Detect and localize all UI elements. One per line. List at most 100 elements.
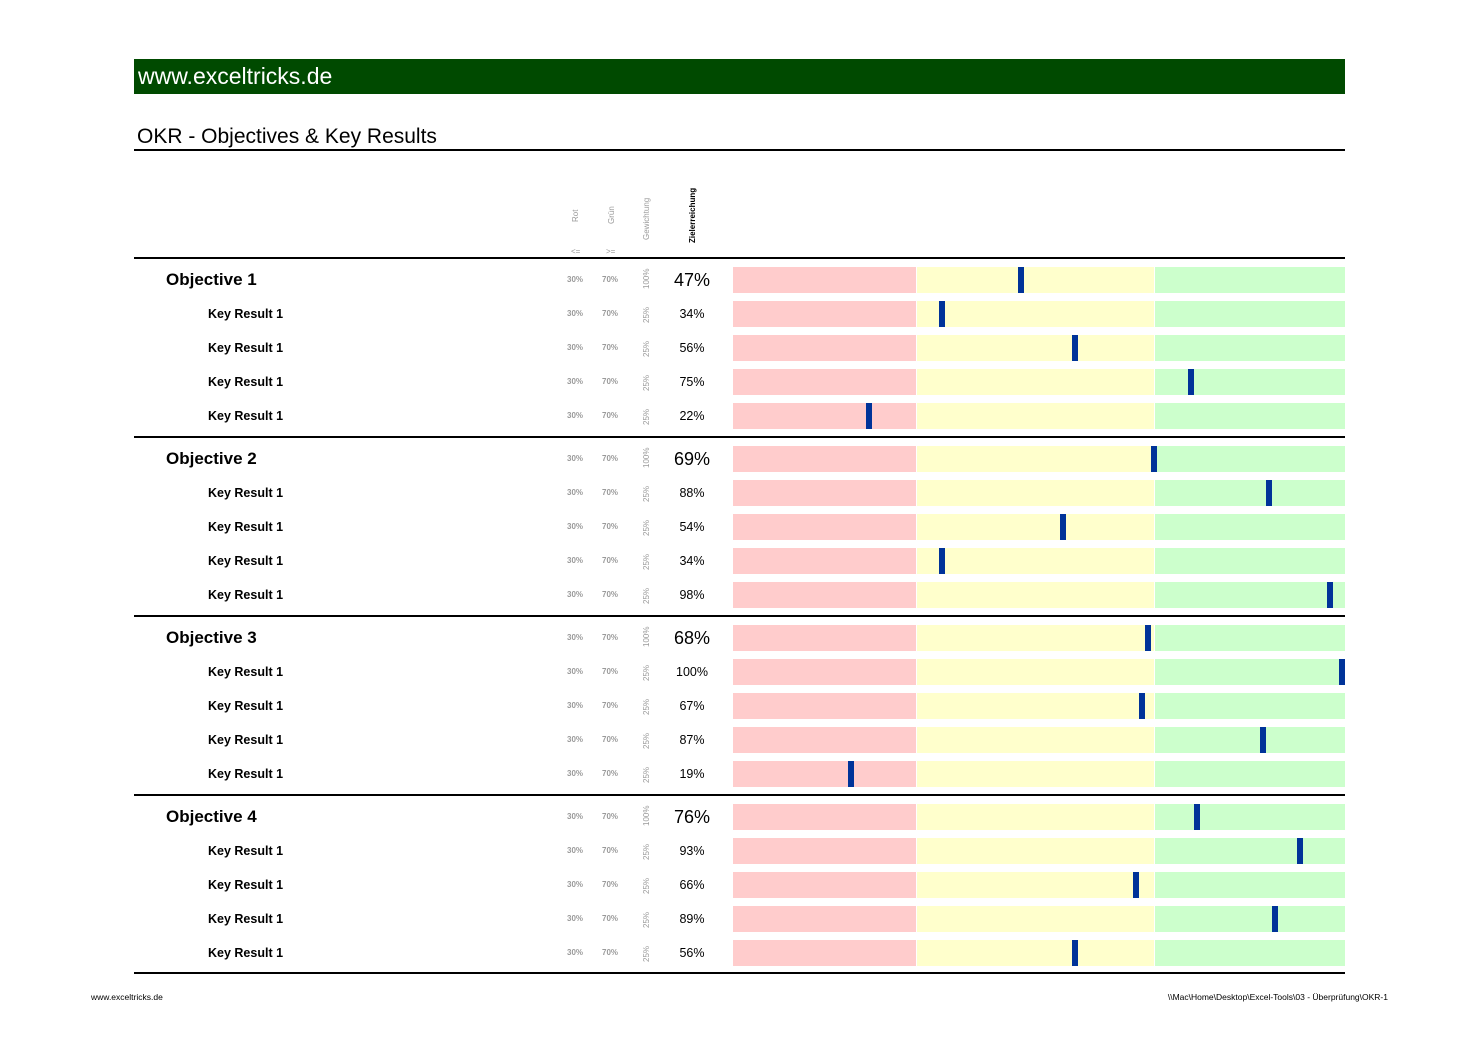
key-result-row: Key Result 1 30% 70% 25% 54% [0,514,1480,548]
progress-marker [939,548,946,574]
zone-red [733,335,916,361]
objective-row: Objective 3 30% 70% 100% 68% [0,625,1480,659]
zone-red [733,693,916,719]
zone-green [1155,693,1345,719]
key-result-row: Key Result 1 30% 70% 25% 98% [0,582,1480,616]
progress-bar [733,625,1345,651]
red-operator: <= [571,247,581,256]
weight-value: 25% [642,553,651,570]
progress-marker [1193,804,1200,830]
achievement-value: 88% [679,486,705,500]
key-result-name: Key Result 1 [208,588,284,602]
key-result-name: Key Result 1 [208,665,284,679]
achievement-value: 67% [679,699,705,713]
progress-marker [939,301,946,327]
objective-row: Objective 1 30% 70% 100% 47% [0,267,1480,301]
key-result-row: Key Result 1 30% 70% 25% 75% [0,369,1480,403]
progress-marker [1072,940,1079,966]
zone-red [733,727,916,753]
green-threshold: 70% [602,948,619,957]
progress-bar [733,761,1345,787]
red-threshold: 30% [567,556,584,565]
red-threshold: 30% [567,488,584,497]
achievement-value: 100% [676,665,708,679]
zone-green [1155,659,1345,685]
zone-red [733,301,916,327]
footer-left: www.exceltricks.de [91,992,163,1002]
green-threshold: 70% [602,488,619,497]
zone-red [733,761,916,787]
achievement-value: 47% [673,270,711,290]
weight-value: 25% [642,306,651,323]
progress-bar [733,335,1345,361]
objective-divider [134,436,1345,438]
weight-value: 25% [642,732,651,749]
zone-yellow [917,514,1154,540]
progress-bar [733,838,1345,864]
progress-bar [733,301,1345,327]
key-result-name: Key Result 1 [208,341,284,355]
column-header-weight: Gewichtung [642,197,651,240]
zone-green [1155,301,1345,327]
achievement-value: 56% [679,341,705,355]
zone-yellow [917,693,1154,719]
green-operator: >= [606,247,616,256]
weight-value: 25% [642,408,651,425]
objective-divider [134,794,1345,796]
column-header-red: Rot [571,209,580,222]
zone-red [733,906,916,932]
key-result-row: Key Result 1 30% 70% 25% 56% [0,940,1480,974]
progress-bar [733,548,1345,574]
weight-value: 100% [642,805,651,826]
zone-yellow [917,940,1154,966]
key-result-name: Key Result 1 [208,878,284,892]
table-bottom-rule [134,972,1345,974]
achievement-value: 69% [673,449,711,469]
key-result-name: Key Result 1 [208,844,284,858]
weight-value: 25% [642,698,651,715]
red-threshold: 30% [567,880,584,889]
achievement-value: 66% [679,878,705,892]
zone-red [733,548,916,574]
footer-path: \\Mac\Home\Desktop\Excel-Tools\03 - Über… [1167,992,1388,1002]
progress-bar [733,514,1345,540]
achievement-value: 76% [673,807,711,827]
zone-green [1155,403,1345,429]
zone-red [733,480,916,506]
weight-value: 100% [642,626,651,647]
objective-name: Objective 2 [166,449,257,468]
zone-red [733,838,916,864]
weight-value: 100% [642,268,651,289]
progress-bar [733,727,1345,753]
green-threshold: 70% [602,735,619,744]
red-threshold: 30% [567,735,584,744]
key-result-name: Key Result 1 [208,767,284,781]
zone-red [733,625,916,651]
key-result-name: Key Result 1 [208,486,284,500]
zone-red [733,446,916,472]
red-threshold: 30% [567,343,584,352]
achievement-value: 54% [679,520,705,534]
red-threshold: 30% [567,812,584,821]
progress-marker [1145,625,1152,651]
key-result-row: Key Result 1 30% 70% 25% 19% [0,761,1480,795]
red-threshold: 30% [567,522,584,531]
green-threshold: 70% [602,343,619,352]
objective-divider [134,615,1345,617]
zone-yellow [917,906,1154,932]
key-result-name: Key Result 1 [208,375,284,389]
green-threshold: 70% [602,667,619,676]
green-threshold: 70% [602,914,619,923]
achievement-value: 68% [673,628,711,648]
zone-red [733,872,916,898]
key-result-name: Key Result 1 [208,699,284,713]
red-threshold: 30% [567,667,584,676]
green-threshold: 70% [602,275,619,284]
zone-red [733,940,916,966]
zone-green [1155,480,1345,506]
green-threshold: 70% [602,701,619,710]
zone-yellow [917,727,1154,753]
key-result-row: Key Result 1 30% 70% 25% 56% [0,335,1480,369]
zone-red [733,582,916,608]
progress-bar [733,480,1345,506]
